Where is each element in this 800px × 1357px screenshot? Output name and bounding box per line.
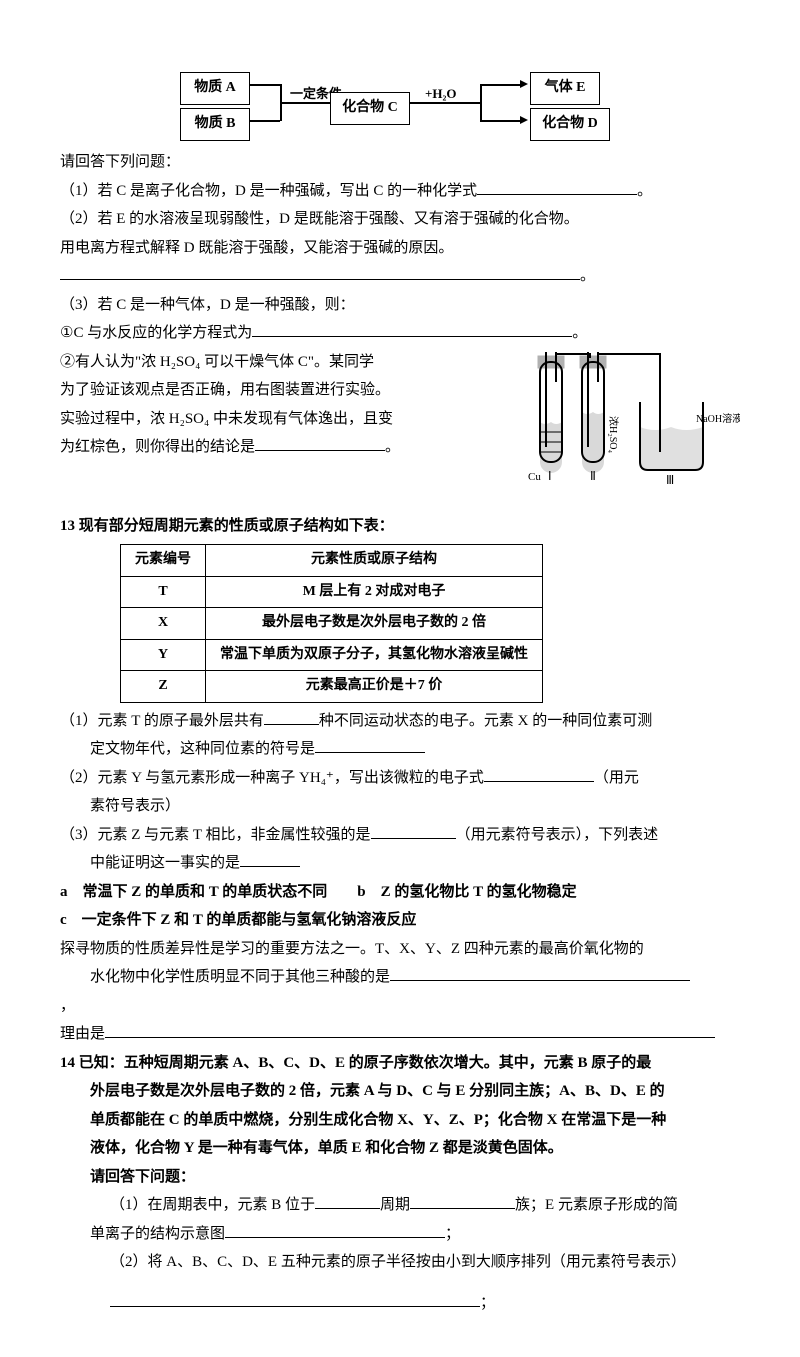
q14-1e: ； — [445, 1226, 460, 1242]
q13-2a: （2）元素 Y 与氢元素形成一种离子 YH₄⁺，写出该微粒的电子式 — [60, 770, 484, 786]
svg-text:浓H₂SO₄: 浓H₂SO₄ — [607, 416, 619, 453]
q14-1d-line: 单离子的结构示意图 ； — [60, 1220, 740, 1249]
q3-1: ①C 与水反应的化学方程式为 。 — [60, 319, 740, 348]
q2-line1: （2）若 E 的水溶液呈现弱酸性，D 是既能溶于强酸、又有溶于强碱的化合物。 — [60, 205, 740, 234]
q3-2b: 为了验证该观点是否正确，用右图装置进行实验。 — [60, 376, 508, 405]
q13-4b: 水化物中化学性质明显不同于其他三种酸的是 — [90, 969, 390, 985]
box-e: 气体 E — [530, 72, 600, 105]
q14-intro4: 液体，化合物 Y 是一种有毒气体，单质 E 和化合物 Z 都是淡黄色固体。 — [60, 1134, 740, 1163]
q3-2-end: 。 — [385, 439, 400, 455]
flow-diagram: 物质 A 物质 B 一定条件 化合物 C +H₂O 气体 E 化合物 D — [60, 70, 740, 140]
th-2: 元素性质或原子结构 — [206, 545, 543, 577]
q13-3: （3）元素 Z 与元素 T 相比，非金属性较强的是 （用元素符号表示），下列表述 — [60, 821, 740, 850]
q14-1: （1）在周期表中，元素 B 位于 周期 族；E 元素原子形成的简 — [60, 1191, 740, 1220]
q13-4a: 探寻物质的性质差异性是学习的重要方法之一。T、X、Y、Z 四种元素的最高价氧化物… — [60, 935, 740, 964]
cell-z-desc: 元素最高正价是＋7 价 — [206, 671, 543, 703]
q13-3b: （用元素符号表示），下列表述 — [456, 827, 659, 843]
prompt-text: 请回答下列问题： — [60, 148, 740, 177]
q14-1d: 单离子的结构示意图 — [90, 1226, 225, 1242]
q3-1-text: ①C 与水反应的化学方程式为 — [60, 325, 252, 341]
q13-intro: 13 现有部分短周期元素的性质或原子结构如下表： — [60, 512, 740, 541]
q14-intro2: 外层电子数是次外层电子数的 2 倍，元素 A 与 D、C 与 E 分别同主族；A… — [60, 1077, 740, 1106]
q13-4c: ， — [60, 992, 740, 1021]
q13-1: （1）元素 T 的原子最外层共有 种不同运动状态的电子。元素 X 的一种同位素可测 — [60, 707, 740, 736]
q1: （1）若 C 是离子化合物，D 是一种强碱，写出 C 的一种化学式 。 — [60, 177, 740, 206]
svg-text:Ⅲ: Ⅲ — [666, 473, 674, 487]
q13-opt-c: c 一定条件下 Z 和 T 的单质都能与氢氧化钠溶液反应 — [60, 906, 740, 935]
q2-blank: 。 — [60, 262, 740, 291]
q13-4d-line: 理由是 — [60, 1020, 740, 1049]
label-h2o: +H₂O — [425, 82, 457, 107]
q14-1c: 族；E 元素原子形成的简 — [515, 1197, 678, 1213]
cell-y: Y — [121, 639, 206, 671]
q14-intro1: 14 已知：五种短周期元素 A、B、C、D、E 的原子序数依次增大。其中，元素 … — [60, 1049, 740, 1078]
q14-1a: （1）在周期表中，元素 B 位于 — [110, 1197, 315, 1213]
q13-1b: 种不同运动状态的电子。元素 X 的一种同位素可测 — [319, 713, 652, 729]
box-d: 化合物 D — [530, 108, 610, 141]
q13-3c: 中能证明这一事实的是 — [90, 855, 240, 871]
q3-2d-text: 为红棕色，则你得出的结论是 — [60, 439, 255, 455]
cell-t: T — [121, 576, 206, 608]
cell-z: Z — [121, 671, 206, 703]
svg-text:Ⅱ: Ⅱ — [590, 469, 596, 483]
q14-prompt: 请回答下问题： — [60, 1163, 740, 1192]
th-1: 元素编号 — [121, 545, 206, 577]
q14-2b: ； — [480, 1295, 495, 1311]
cell-x: X — [121, 608, 206, 640]
svg-text:NaOH溶液: NaOH溶液 — [696, 412, 740, 425]
q13-2c: 素符号表示） — [60, 792, 740, 821]
q3-head: （3）若 C 是一种气体，D 是一种强酸，则： — [60, 291, 740, 320]
q13-4b-line: 水化物中化学性质明显不同于其他三种酸的是 — [60, 963, 740, 992]
q13-1c: 定文物年代，这种同位素的符号是 — [90, 741, 315, 757]
q13-4d: 理由是 — [60, 1026, 105, 1042]
q14-1b: 周期 — [380, 1197, 410, 1213]
box-b: 物质 B — [180, 108, 250, 141]
q3-1-end: 。 — [572, 325, 587, 341]
q1-text: （1）若 C 是离子化合物，D 是一种强碱，写出 C 的一种化学式 — [60, 183, 477, 199]
q13-1a: （1）元素 T 的原子最外层共有 — [60, 713, 264, 729]
cell-t-desc: M 层上有 2 对成对电子 — [206, 576, 543, 608]
cell-x-desc: 最外层电子数是次外层电子数的 2 倍 — [206, 608, 543, 640]
q14-2-blank: ； — [60, 1289, 740, 1318]
apparatus-figure: Cu Ⅰ Ⅱ Ⅲ 浓H₂SO₄ NaOH溶液 — [520, 352, 740, 502]
q13-3c-line: 中能证明这一事实的是 — [60, 849, 740, 878]
q3-2-block: ②有人认为"浓 H₂SO₄ 可以干燥气体 C"。某同学 为了验证该观点是否正确，… — [60, 348, 740, 502]
q13-3a: （3）元素 Z 与元素 T 相比，非金属性较强的是 — [60, 827, 371, 843]
q2-line2: 用电离方程式解释 D 既能溶于强酸，又能溶于强碱的原因。 — [60, 234, 740, 263]
q13-options-ab: a 常温下 Z 的单质和 T 的单质状态不同 b Z 的氢化物比 T 的氢化物稳… — [60, 878, 740, 907]
q2-end: 。 — [580, 268, 595, 284]
q3-1-blank — [252, 336, 572, 337]
q1-blank — [477, 194, 637, 195]
svg-text:Ⅰ: Ⅰ — [548, 469, 552, 483]
q3-2c: 实验过程中，浓 H₂SO₄ 中未发现有气体逸出，且变 — [60, 405, 508, 434]
cell-y-desc: 常温下单质为双原子分子，其氢化物水溶液呈碱性 — [206, 639, 543, 671]
q14-2a: （2）将 A、B、C、D、E 五种元素的原子半径按由小到大顺序排列（用元素符号表… — [60, 1248, 740, 1277]
element-table: 元素编号 元素性质或原子结构 TM 层上有 2 对成对电子 X最外层电子数是次外… — [120, 544, 543, 703]
q13-2b: （用元 — [594, 770, 639, 786]
q3-2a: ②有人认为"浓 H₂SO₄ 可以干燥气体 C"。某同学 — [60, 348, 508, 377]
q13-opt-b: b Z 的氢化物比 T 的氢化物稳定 — [357, 884, 576, 900]
q13-opt-a: a 常温下 Z 的单质和 T 的单质状态不同 — [60, 884, 327, 900]
svg-text:Cu: Cu — [528, 471, 541, 483]
q1-end: 。 — [637, 183, 652, 199]
q13-2: （2）元素 Y 与氢元素形成一种离子 YH₄⁺，写出该微粒的电子式 （用元 — [60, 764, 740, 793]
q13-1c-line: 定文物年代，这种同位素的符号是 — [60, 735, 740, 764]
box-c: 化合物 C — [330, 92, 410, 125]
q3-2d: 为红棕色，则你得出的结论是 。 — [60, 433, 508, 462]
box-a: 物质 A — [180, 72, 250, 105]
q14-intro3: 单质都能在 C 的单质中燃烧，分别生成化合物 X、Y、Z、P；化合物 X 在常温… — [60, 1106, 740, 1135]
